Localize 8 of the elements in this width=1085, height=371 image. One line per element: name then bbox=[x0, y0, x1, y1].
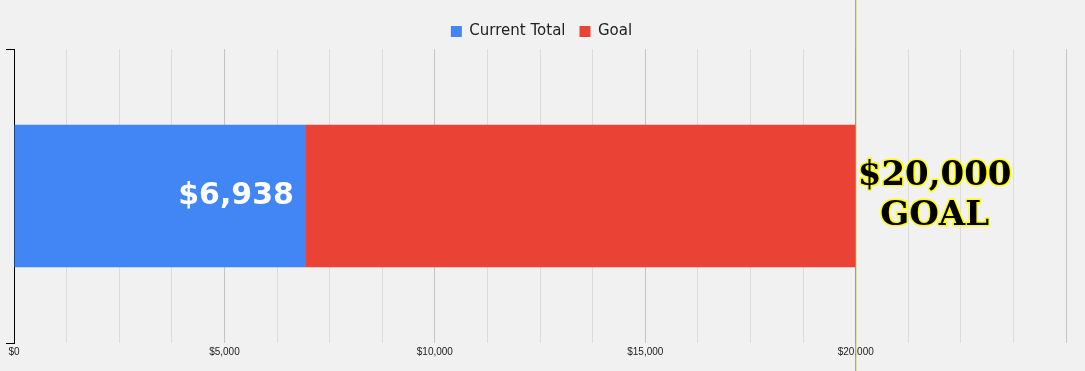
x-tick-label: $10,000 bbox=[416, 345, 454, 357]
data-label: $6,938 bbox=[178, 175, 294, 211]
legend-label: Current Total bbox=[469, 21, 566, 40]
x-tick-label: $15,000 bbox=[627, 345, 664, 357]
x-tick-label: $0 bbox=[8, 345, 20, 357]
x-tick-label: $5,000 bbox=[209, 345, 241, 357]
legend-label: Goal bbox=[597, 21, 633, 40]
annotation: $20,000 GOAL bbox=[857, 152, 1012, 233]
